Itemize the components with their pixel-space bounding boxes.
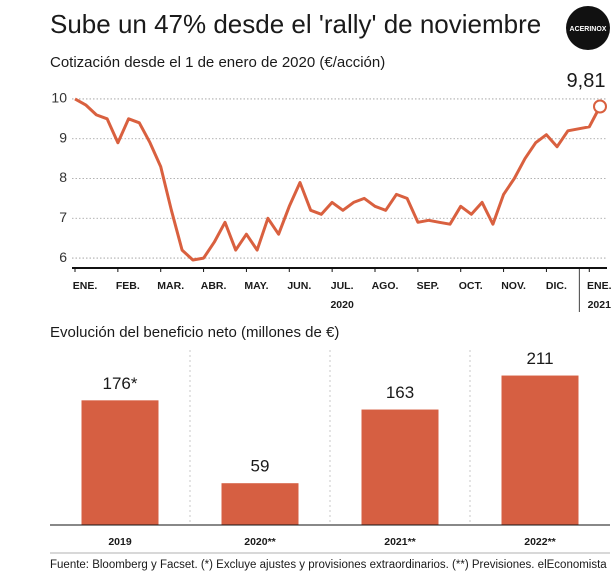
y-tick-label: 10 xyxy=(51,90,67,106)
title: Sube un 47% desde el 'rally' de noviembr… xyxy=(50,9,541,39)
bar xyxy=(221,483,299,525)
x-tick-label: NOV. xyxy=(501,280,526,292)
y-tick-label: 8 xyxy=(59,169,67,185)
value-label: 176* xyxy=(103,374,138,393)
x-tick-label: 2019 xyxy=(108,536,132,548)
x-tick-label: MAR. xyxy=(157,280,184,292)
x-tick-label: 2022** xyxy=(524,536,556,548)
x-tick-label: MAY. xyxy=(244,280,268,292)
x-tick-label: JUL. xyxy=(331,280,354,292)
x-tick-label: 2020** xyxy=(244,536,276,548)
y-tick-label: 6 xyxy=(59,249,67,265)
logo: ACERINOX xyxy=(570,26,607,33)
logo-badge xyxy=(566,6,610,50)
x-tick-label: ENE. xyxy=(73,280,98,292)
y-tick-label: 7 xyxy=(59,209,67,225)
x-tick-label: FEB. xyxy=(116,280,140,292)
x-tick-label: 2021** xyxy=(384,536,416,548)
x-tick-label: ABR. xyxy=(201,280,227,292)
year-label: 2021 xyxy=(588,299,612,311)
source: Fuente: Bloomberg y Facset. (*) Excluye … xyxy=(50,559,607,571)
x-tick-label: JUN. xyxy=(287,280,311,292)
price-line xyxy=(74,97,602,262)
year-label: 2020 xyxy=(330,299,354,311)
x-tick-label: AGO. xyxy=(372,280,399,292)
value-label: 163 xyxy=(386,383,414,402)
x-tick-label: OCT. xyxy=(459,280,483,292)
line-chart-title: Cotización desde el 1 de enero de 2020 (… xyxy=(50,54,385,71)
last-point xyxy=(593,99,607,114)
bar-chart-title: Evolución del beneficio neto (millones d… xyxy=(50,324,339,341)
x-tick-label: ENE. xyxy=(587,280,612,292)
bar xyxy=(501,375,579,525)
bar xyxy=(361,409,439,525)
x-tick-label: DIC. xyxy=(546,280,567,292)
last-value-label: 9,81 xyxy=(567,70,606,92)
x-tick-label: SEP. xyxy=(417,280,440,292)
value-label: 59 xyxy=(251,457,270,476)
bar xyxy=(81,400,159,525)
y-tick-label: 9 xyxy=(59,129,67,145)
value-label: 211 xyxy=(526,349,553,368)
